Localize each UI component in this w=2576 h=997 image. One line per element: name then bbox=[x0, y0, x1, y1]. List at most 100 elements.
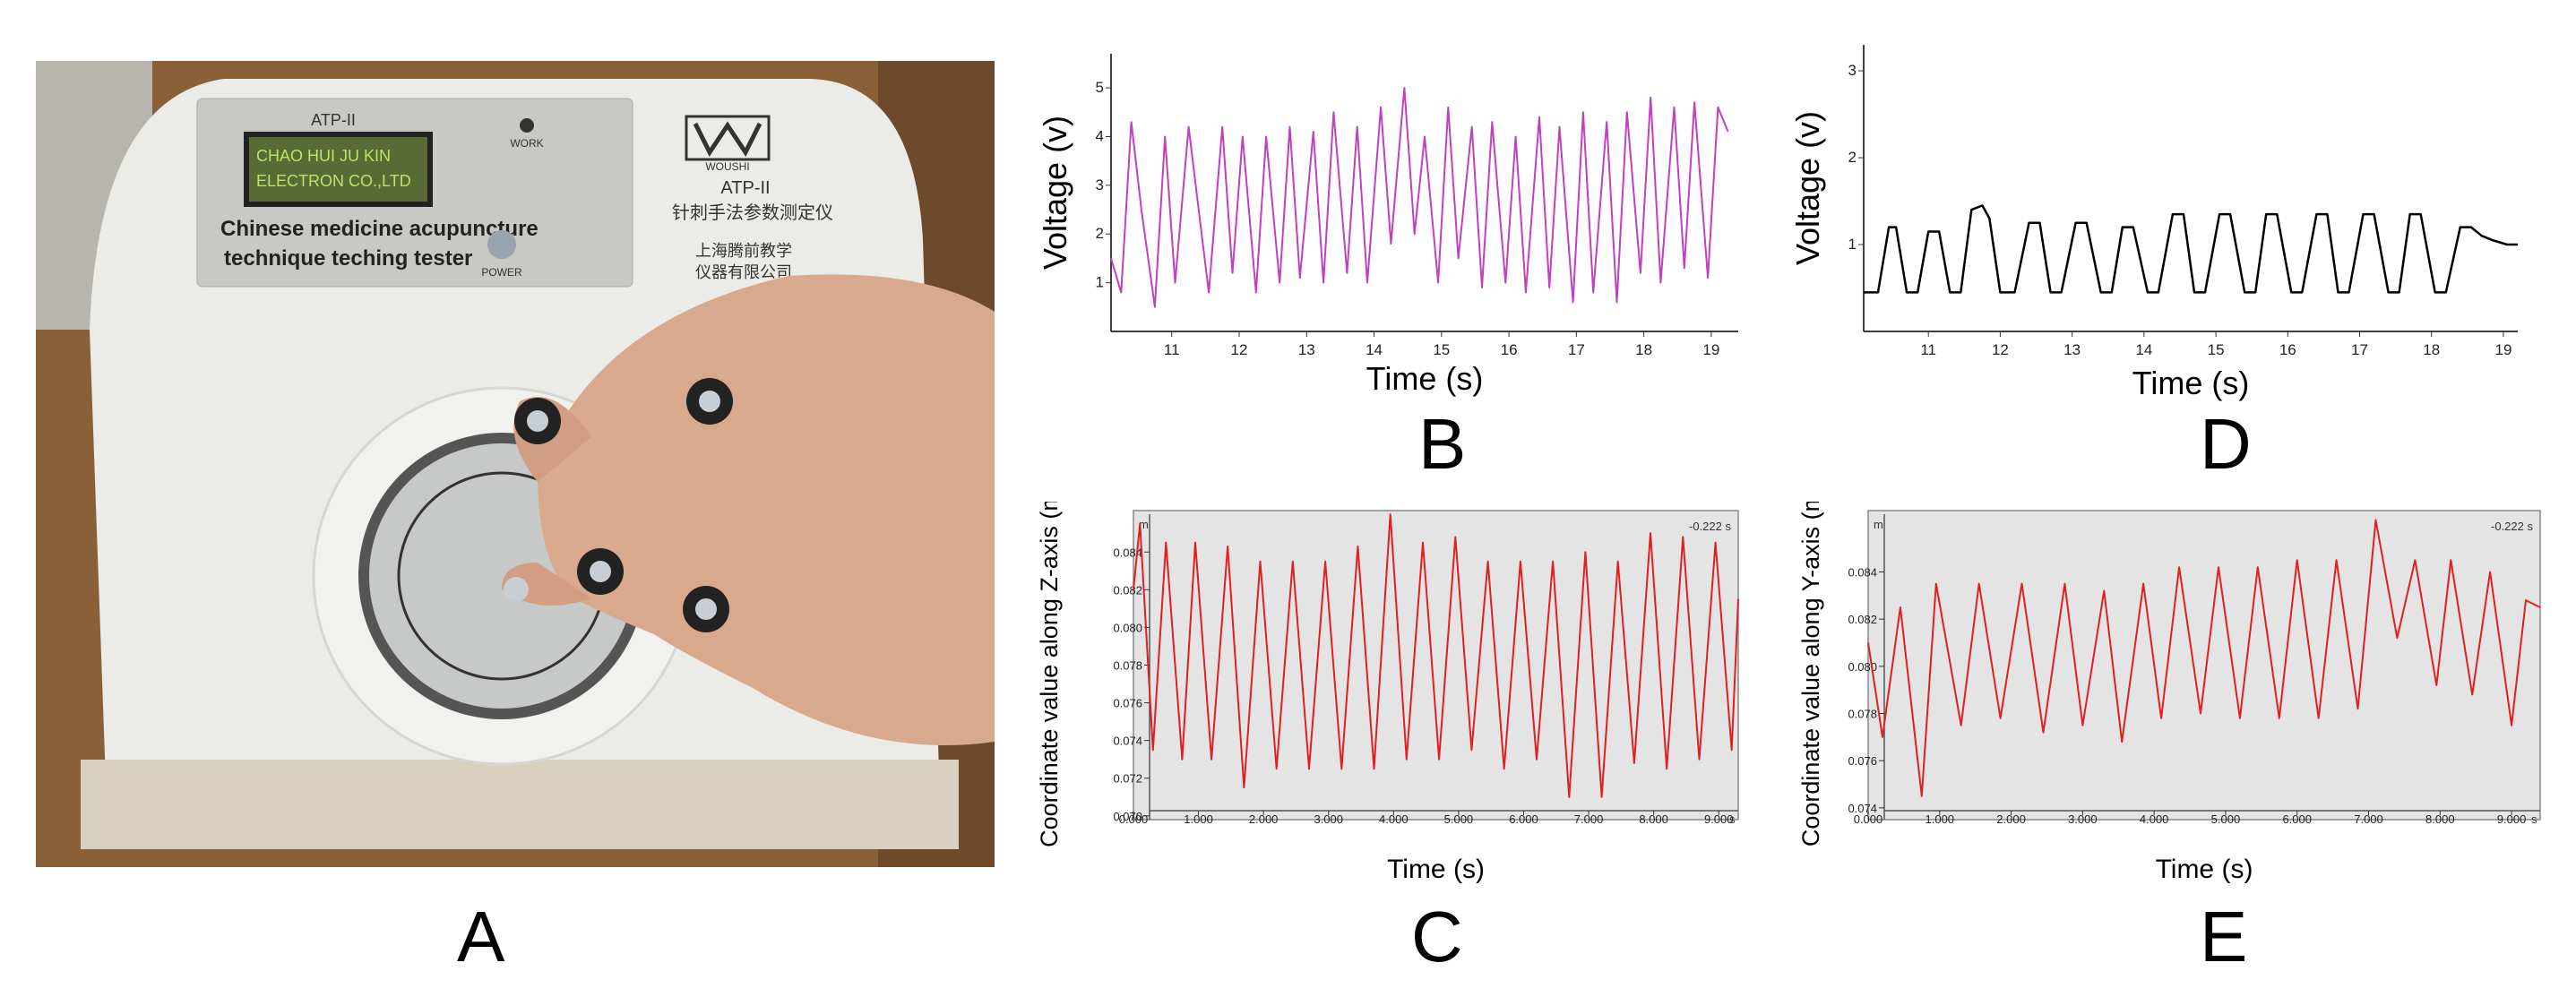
hand bbox=[538, 274, 995, 745]
brand-name: WOUSHI bbox=[705, 160, 749, 173]
x-axis-label: Time (s) bbox=[1387, 855, 1485, 884]
plot-background bbox=[1867, 510, 2541, 821]
y-axis-label: Coordinate value along Z-axis (m) bbox=[1036, 502, 1063, 847]
x-tick-label: 13 bbox=[2063, 341, 2081, 358]
marker-3-ball bbox=[590, 561, 611, 582]
x-tick-label: 4.000 bbox=[1379, 812, 1409, 826]
x-tick-label: 19 bbox=[1702, 341, 1719, 358]
axis-unit-x: s bbox=[2531, 812, 2537, 826]
x-axis-label: Time (s) bbox=[2132, 365, 2250, 401]
x-tick-label: 2.000 bbox=[1996, 812, 2026, 826]
y-tick-label: 1 bbox=[1096, 274, 1104, 291]
y-tick-label: 0.084 bbox=[1113, 546, 1142, 559]
y-tick-label: 2 bbox=[1096, 225, 1104, 242]
x-tick-label: 6.000 bbox=[1509, 812, 1538, 826]
y-tick-label: 0.078 bbox=[1848, 707, 1877, 720]
maker-line-2: 仪器有限公司 bbox=[695, 263, 792, 281]
brand-logo bbox=[685, 115, 771, 161]
work-label: WORK bbox=[510, 137, 543, 150]
x-tick-label: 14 bbox=[1366, 341, 1383, 358]
plot-background bbox=[1133, 510, 1739, 821]
series-line bbox=[1867, 519, 2541, 797]
y-tick-label: 3 bbox=[1096, 176, 1104, 193]
chinese-name: 针刺手法参数测定仪 bbox=[672, 202, 833, 223]
x-tick-label: 16 bbox=[2279, 341, 2296, 358]
x-tick-label: 3.000 bbox=[1314, 812, 1343, 826]
lcd-line-1: CHAO HUI JU KIN bbox=[256, 147, 391, 165]
y-tick-label: 0.076 bbox=[1848, 754, 1877, 768]
chart-coord-z: m s -0.222 s 0.000 1.000 2.000 3.000 4.000 5.000… bbox=[1036, 502, 1739, 884]
x-tick-label: 14 bbox=[2135, 341, 2152, 358]
x-tick-label: 12 bbox=[1992, 341, 2009, 358]
marker-4-ball bbox=[695, 598, 717, 620]
x-axis-label: Time (s) bbox=[1366, 360, 1484, 397]
power-button[interactable] bbox=[487, 230, 516, 259]
maker-line-1: 上海腾前教学 bbox=[695, 242, 792, 260]
y-tick-label: 5 bbox=[1096, 79, 1104, 96]
y-axis-label: Voltage (v) bbox=[1037, 116, 1073, 270]
y-tick-label: 0.080 bbox=[1113, 621, 1142, 634]
marker-2-ball bbox=[699, 391, 720, 412]
y-tick-label: 0.074 bbox=[1848, 802, 1877, 815]
y-tick-label: 0.070 bbox=[1113, 810, 1142, 823]
x-tick-label: 17 bbox=[1568, 341, 1585, 358]
panel-label-e: E bbox=[2200, 897, 2248, 976]
brand-logo-mark bbox=[693, 121, 762, 157]
y-axis-label: Coordinate value along Y-axis (m) bbox=[1797, 502, 1824, 847]
photo-illustration: ATP-II CHAO HUI JU KIN ELECTRON CO.,LTD … bbox=[36, 61, 995, 867]
photo-acupuncture-tester: ATP-II CHAO HUI JU KIN ELECTRON CO.,LTD … bbox=[36, 61, 995, 867]
x-tick-label: 16 bbox=[1501, 341, 1518, 358]
y-tick-label: 0.078 bbox=[1113, 659, 1142, 673]
y-tick-label: 4 bbox=[1096, 127, 1104, 144]
power-label: POWER bbox=[481, 266, 522, 279]
y-tick-label: 2 bbox=[1848, 149, 1857, 166]
x-tick-label: 5.000 bbox=[1444, 812, 1474, 826]
panel-label-c: C bbox=[1411, 897, 1463, 976]
x-tick-label: 4.000 bbox=[2140, 812, 2169, 826]
device-base bbox=[81, 760, 959, 849]
x-tick-label: 12 bbox=[1231, 341, 1248, 358]
panel-label-d: D bbox=[2200, 404, 2252, 484]
x-tick-label: 8.000 bbox=[1639, 812, 1668, 826]
x-tick-label: 2.000 bbox=[1249, 812, 1279, 826]
x-tick-label: 1.000 bbox=[1926, 812, 1955, 826]
x-tick-label: 13 bbox=[1298, 341, 1315, 358]
x-tick-label: 17 bbox=[2351, 341, 2368, 358]
x-tick-label: 18 bbox=[2423, 341, 2440, 358]
axis-unit-y: m bbox=[1874, 518, 1883, 531]
y-tick-label: 0.080 bbox=[1848, 660, 1877, 674]
x-tick-label: 11 bbox=[1920, 341, 1936, 358]
y-tick-label: 0.074 bbox=[1113, 735, 1142, 748]
marker-5 bbox=[504, 577, 529, 602]
x-tick-label: 7.000 bbox=[2354, 812, 2383, 826]
chart-coord-y: m s -0.222 s 0.000 1.000 2.000 3.000 4.000 5.000… bbox=[1797, 502, 2541, 884]
x-tick-label: 9.000 bbox=[1704, 812, 1734, 826]
series-line bbox=[1864, 204, 2518, 294]
x-tick-label: 8.000 bbox=[2425, 812, 2455, 826]
axis-unit-y: m bbox=[1139, 518, 1149, 531]
x-axis-label: Time (s) bbox=[2156, 855, 2253, 884]
panel-label-a: A bbox=[457, 897, 505, 976]
x-tick-label: 0.000 bbox=[1854, 812, 1883, 826]
axis-unit-x: s bbox=[1729, 812, 1736, 826]
x-tick-label: 18 bbox=[1635, 341, 1652, 358]
x-tick-label: 6.000 bbox=[2282, 812, 2312, 826]
marker-1-ball bbox=[527, 410, 548, 432]
y-tick-label: 1 bbox=[1848, 236, 1857, 253]
x-tick-label: 11 bbox=[1164, 341, 1180, 358]
y-tick-label: 0.084 bbox=[1848, 565, 1877, 579]
x-tick-label: 5.000 bbox=[2211, 812, 2241, 826]
x-tick-label: 9.000 bbox=[2497, 812, 2527, 826]
y-tick-label: 3 bbox=[1848, 62, 1857, 79]
series-line bbox=[1110, 87, 1729, 308]
x-tick-label: 15 bbox=[2208, 341, 2225, 358]
x-tick-label: 15 bbox=[1433, 341, 1450, 358]
english-name-1: Chinese medicine acupuncture bbox=[220, 217, 538, 241]
lcd-line-2: ELECTRON CO.,LTD bbox=[256, 172, 411, 190]
y-tick-label: 0.076 bbox=[1113, 697, 1142, 710]
x-tick-label: 1.000 bbox=[1184, 812, 1213, 826]
work-led bbox=[520, 118, 534, 133]
y-axis-label: Voltage (v) bbox=[1789, 111, 1826, 265]
y-tick-label: 0.082 bbox=[1848, 613, 1877, 626]
